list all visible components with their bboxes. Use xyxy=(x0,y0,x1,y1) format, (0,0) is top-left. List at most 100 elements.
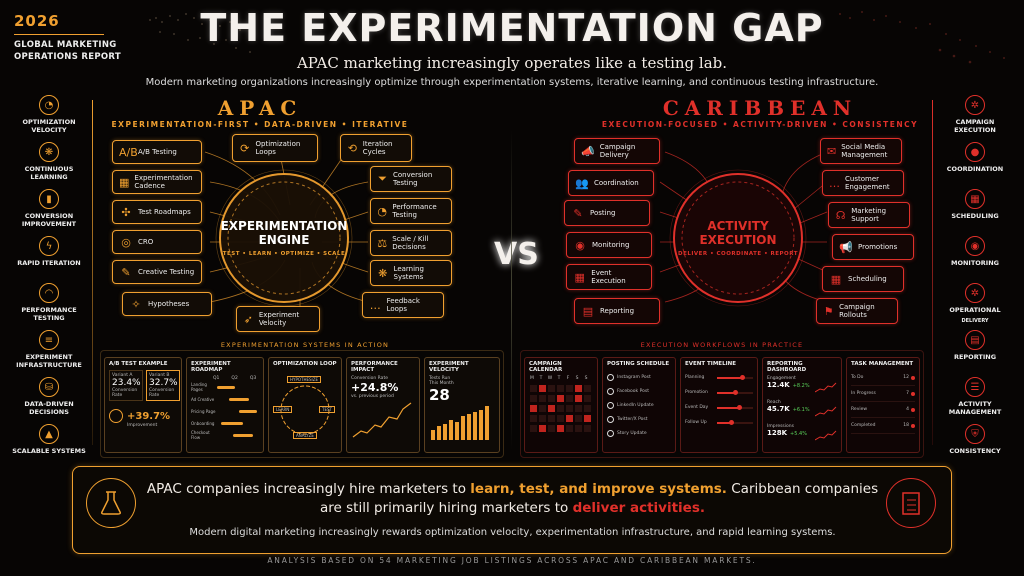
feature-pill: ❋ Learning Systems xyxy=(370,260,452,286)
apac-engine-ring xyxy=(215,169,353,307)
task-status-dot xyxy=(911,391,915,396)
feature-pill-label: Performance Testing xyxy=(392,203,437,219)
chat-icon: … xyxy=(369,298,381,312)
loop-step-learn: LEARN xyxy=(273,406,293,413)
quarter-label: Q2 xyxy=(231,376,238,381)
task-count: 12 xyxy=(903,375,909,380)
calendar-cell xyxy=(548,395,555,402)
task-status: To Do xyxy=(851,375,864,380)
caribbean-engine: ACTIVITY EXECUTION DELIVER • COORDINATE … xyxy=(668,168,808,308)
calendar-cell xyxy=(548,415,555,422)
report-divider xyxy=(14,34,104,35)
roadmap-bar xyxy=(233,433,253,437)
calendar-cell xyxy=(557,385,564,392)
target-icon xyxy=(109,409,123,423)
calendar-cell xyxy=(557,415,564,422)
feature-pill-label: Reporting xyxy=(600,307,635,315)
feature-pill: ⚖ Scale / Kill Decisions xyxy=(370,230,452,256)
calendar-cell xyxy=(530,385,537,392)
task-count-wrap: 12 xyxy=(903,375,915,380)
scale-icon: ⚖ xyxy=(377,236,388,250)
task-status-dot xyxy=(911,423,915,428)
apac-engine-title-1: EXPERIMENTATION xyxy=(220,219,348,233)
impact-title: PERFORMANCE IMPACT xyxy=(351,361,398,373)
calendar-day-label: W xyxy=(547,376,553,381)
feature-pill: 📣 Campaign Delivery xyxy=(574,138,660,164)
right_sidebar-item: ● COORDINATION xyxy=(934,142,1016,189)
summary-statement: APAC companies increasingly hire markete… xyxy=(140,480,885,518)
roadmap-card: EXPERIMENT ROADMAP Q1 Q2 Q3 Landing Page… xyxy=(186,357,264,453)
left-sidebar-rail xyxy=(92,100,93,445)
right-sidebar-rail xyxy=(932,100,933,445)
metric-value: 12.4K xyxy=(767,381,790,389)
improvement-value: +39.7% xyxy=(127,410,171,422)
feature-pill: ✎ Creative Testing xyxy=(112,260,202,284)
variant-b-label: Variant B xyxy=(149,373,170,378)
timeline-bar xyxy=(717,419,753,425)
caribbean-tagline: EXECUTION-FOCUSED • ACTIVITY-DRIVEN • CO… xyxy=(601,120,919,129)
calendar-day-label: T xyxy=(539,376,543,381)
right_sidebar-item-label: REPORTING xyxy=(953,353,997,361)
timeline-row: Event Day xyxy=(685,400,753,415)
cog-icon: ✲ xyxy=(965,283,985,303)
feature-pill: ◎ CRO xyxy=(112,230,202,254)
funnel-icon: ⏷ xyxy=(378,172,387,185)
feature-pill: ▦ Scheduling xyxy=(822,266,904,292)
feature-pill: ✉ Social Media Management xyxy=(820,138,902,164)
calendar-day-label: T xyxy=(557,376,561,381)
left-sidebar: ◔ OPTIMIZATION VELOCITY ❋ CONTINUOUS LEARNI… xyxy=(8,95,90,471)
dashboard-metric: Impressions 128K +5.4% xyxy=(767,424,837,448)
document-icon: ▤ xyxy=(965,330,985,350)
ab-test-title: A/B TEST EXAMPLE xyxy=(109,361,168,367)
calendar-cell xyxy=(539,415,546,422)
task-count-wrap: 4 xyxy=(906,407,915,412)
report-name-line-1: GLOBAL MARKETING xyxy=(14,40,117,50)
roadmap-row: Checkout Flow xyxy=(191,429,259,441)
posting-title: POSTING SCHEDULE xyxy=(607,361,670,367)
posting-row: Story Update xyxy=(607,426,671,440)
posting-row: Instagram Post xyxy=(607,370,671,384)
calendar-cell xyxy=(539,405,546,412)
people-icon: 👥 xyxy=(575,176,589,190)
task-row: To Do 12 xyxy=(851,370,915,386)
center-divider xyxy=(511,130,512,450)
caribbean-engine-title-1: ACTIVITY xyxy=(707,219,769,233)
calendar-title: CAMPAIGN CALENDAR xyxy=(529,361,563,373)
speedometer-icon: ◔ xyxy=(39,95,59,115)
variant-b-metric: Conversion Rate xyxy=(149,388,175,398)
social-icon xyxy=(607,387,614,395)
bar-chart-icon: ▮ xyxy=(39,189,59,209)
feature-pill: ✎ Posting xyxy=(564,200,650,226)
timeline-title: EVENT TIMELINE xyxy=(685,361,736,367)
task-count-wrap: 7 xyxy=(906,391,915,396)
checklist-icon: ☰ xyxy=(965,377,985,397)
summary-box xyxy=(72,466,952,554)
timeline-bar-fill xyxy=(717,406,739,409)
calendar-cell xyxy=(575,395,582,402)
roadmap-row-label: Ad Creative xyxy=(191,396,215,402)
apac-section-label: EXPERIMENTATION SYSTEMS IN ACTION xyxy=(220,341,390,349)
feature-pill: ✧ Hypotheses xyxy=(122,292,212,316)
versus-label: VS xyxy=(494,237,539,272)
roadmap-row-label: Onboarding xyxy=(191,420,215,426)
left_sidebar-item-label: DATA-DRIVEN DECISIONS xyxy=(24,400,74,416)
variant-a-label: Variant A xyxy=(112,373,133,378)
feature-pill-label: Coordination xyxy=(594,179,639,187)
roadmap-row: Onboarding xyxy=(191,417,259,429)
left_sidebar-item: ❋ CONTINUOUS LEARNING xyxy=(8,142,90,189)
left_sidebar-item: ▲ SCALABLE SYSTEMS xyxy=(8,424,90,471)
lightbulb-icon: ✧ xyxy=(131,297,141,311)
posting-item: Twitter/X Post xyxy=(617,416,648,422)
right_sidebar-item-label: COORDINATION xyxy=(946,165,1004,173)
eye-icon: ◉ xyxy=(965,236,985,256)
timeline-bar xyxy=(717,389,753,395)
calendar-cell xyxy=(584,415,591,422)
task-row: Review 4 xyxy=(851,402,915,418)
flag-icon: ⚑ xyxy=(823,304,834,318)
metric-change: +5.4% xyxy=(790,431,807,437)
feature-pill-label: CRO xyxy=(138,238,154,246)
social-icon xyxy=(607,429,614,437)
metric-value: 128K xyxy=(767,429,788,437)
roadmap-bar xyxy=(221,421,243,425)
task-management-card: TASK MANAGEMENT To Do 12 In Progress 7 Revie… xyxy=(846,357,920,453)
